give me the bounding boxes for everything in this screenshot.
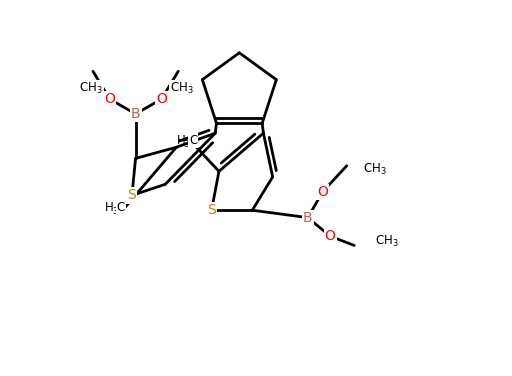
Text: 3: 3 — [183, 140, 189, 149]
Text: H: H — [177, 134, 185, 147]
Text: CH$_3$: CH$_3$ — [364, 162, 387, 177]
Text: CH$_3$: CH$_3$ — [375, 234, 398, 249]
Text: B: B — [303, 211, 313, 224]
Text: H: H — [105, 201, 114, 214]
Text: O: O — [156, 92, 167, 106]
Text: 3: 3 — [112, 207, 117, 216]
Text: CH$_3$: CH$_3$ — [79, 80, 103, 96]
Text: O: O — [325, 229, 335, 243]
Text: CH$_3$: CH$_3$ — [170, 80, 194, 96]
Text: B: B — [131, 107, 140, 121]
Text: O: O — [317, 185, 328, 199]
Text: C: C — [117, 201, 125, 214]
Text: S: S — [127, 188, 136, 202]
Text: S: S — [207, 203, 216, 217]
Text: O: O — [104, 92, 115, 106]
Text: C: C — [189, 134, 197, 147]
